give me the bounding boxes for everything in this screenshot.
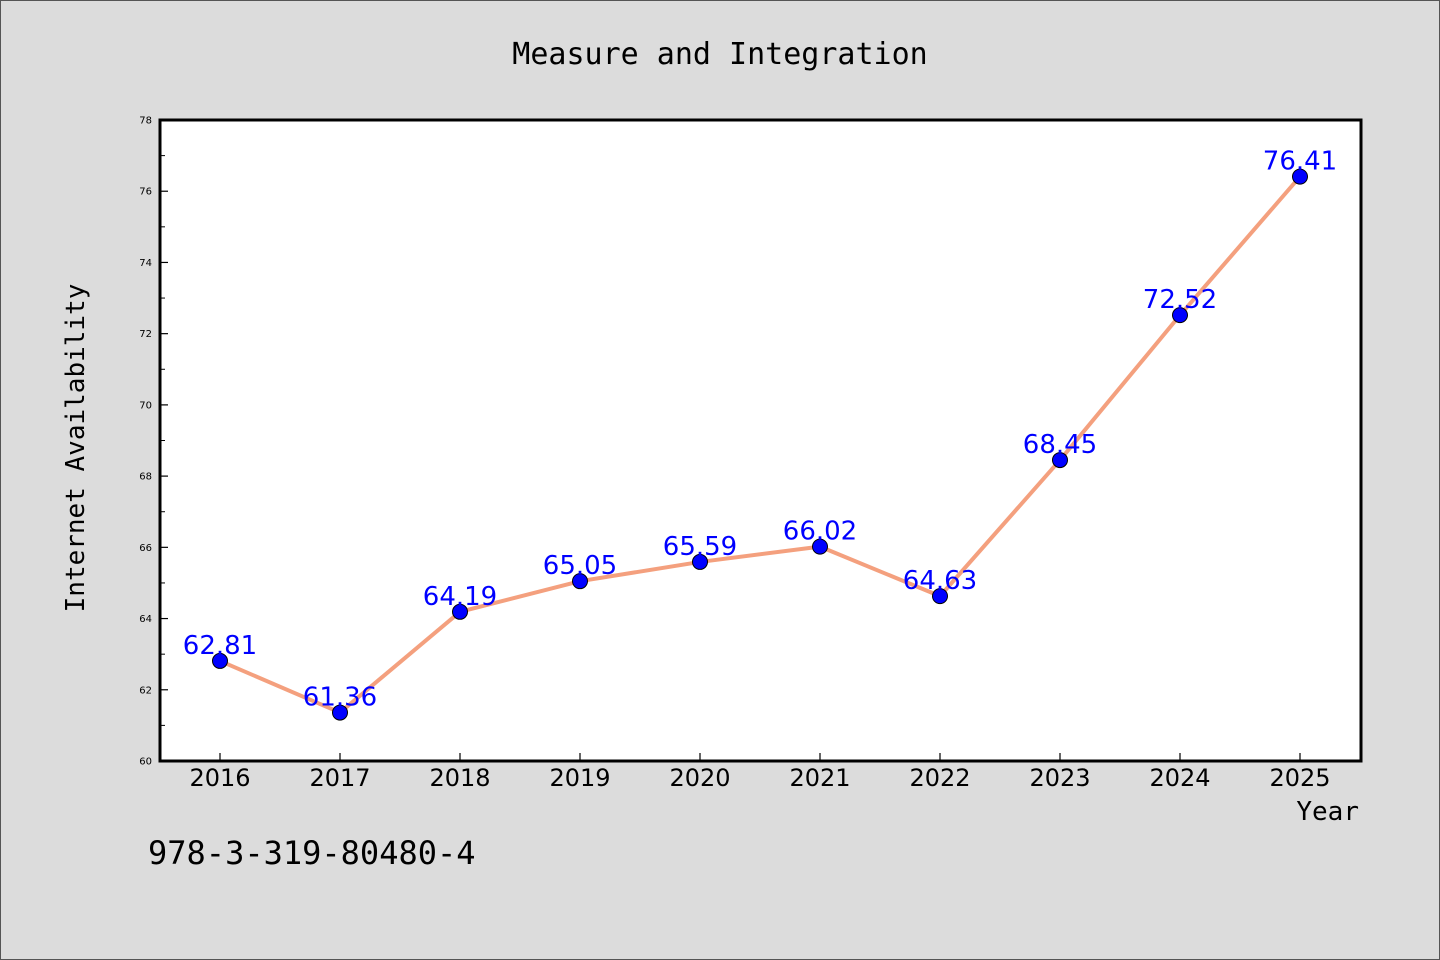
data-point: [1172, 307, 1188, 324]
y-tick-label: 76: [139, 187, 152, 198]
x-axis: 2016 2017 2018 2019 2020 2021 2022 2023 2024 2025: [189, 753, 1331, 792]
data-point: [1052, 452, 1068, 469]
isbn-text: 978-3-319-80480-4: [148, 834, 476, 872]
data-label: 65.05: [543, 551, 617, 581]
y-tick-label: 72: [139, 329, 152, 340]
x-tick-label: 2019: [549, 764, 610, 792]
x-axis-label: Year: [1296, 797, 1359, 827]
series-line-group: 62.81 61.36 64.19 65.05 65.59 66.02 64.63 68.45…: [183, 147, 1337, 721]
data-point: [812, 538, 828, 555]
y-tick-label: 70: [139, 400, 152, 411]
y-axis: 60 62 64 66 68 70 72 74 76 78: [139, 116, 168, 768]
x-tick-label: 2021: [789, 764, 850, 792]
data-point: [212, 652, 228, 669]
series-line: [219, 175, 1302, 715]
chart-title: Measure and Integration: [512, 37, 927, 72]
y-tick-label: 62: [139, 685, 152, 696]
data-point: [572, 573, 588, 590]
plot-area: [158, 118, 1363, 763]
data-point: [332, 704, 348, 721]
data-label: 64.19: [423, 582, 497, 612]
y-tick-label: 60: [139, 757, 152, 768]
x-tick-label: 2020: [669, 764, 730, 792]
data-point: [932, 588, 948, 605]
y-tick-label: 68: [139, 472, 152, 483]
x-tick-label: 2016: [189, 764, 250, 792]
y-tick-label: 66: [139, 543, 152, 554]
x-tick-label: 2023: [1029, 764, 1090, 792]
data-point: [452, 603, 468, 620]
data-label: 72.52: [1143, 285, 1217, 315]
y-tick-label: 74: [139, 258, 152, 269]
y-tick-label: 64: [139, 614, 152, 625]
data-point: [692, 553, 708, 570]
x-tick-label: 2025: [1269, 764, 1330, 792]
x-tick-label: 2022: [909, 764, 970, 792]
x-tick-label: 2024: [1149, 764, 1210, 792]
data-label: 65.59: [663, 532, 737, 562]
x-tick-label: 2017: [309, 764, 370, 792]
data-label: 66.02: [783, 517, 857, 547]
x-tick-label: 2018: [429, 764, 490, 792]
data-label: 68.45: [1023, 430, 1097, 460]
y-axis-label: Internet Availability: [61, 284, 91, 613]
data-label: 61.36: [303, 683, 377, 713]
data-label: 76.41: [1263, 147, 1337, 177]
y-tick-label: 78: [139, 116, 152, 127]
data-point: [1292, 168, 1308, 185]
data-label: 64.63: [903, 566, 977, 596]
data-label: 62.81: [183, 631, 257, 661]
